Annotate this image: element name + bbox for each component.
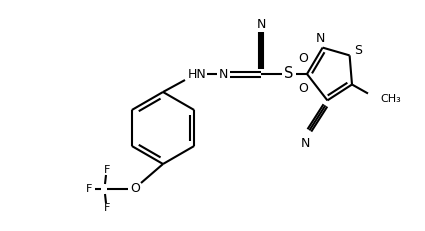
Text: F: F: [86, 184, 92, 194]
Text: F: F: [104, 203, 110, 213]
Text: O: O: [298, 52, 308, 66]
Text: O: O: [298, 82, 308, 95]
Text: N: N: [218, 67, 228, 80]
Text: N: N: [301, 137, 310, 150]
Text: O: O: [130, 182, 140, 195]
Text: CH₃: CH₃: [380, 94, 401, 103]
Text: N: N: [256, 18, 266, 30]
Text: N: N: [316, 32, 325, 45]
Text: S: S: [354, 44, 363, 57]
Text: HN: HN: [187, 67, 207, 80]
Text: S: S: [284, 67, 294, 82]
Text: F: F: [104, 165, 110, 175]
